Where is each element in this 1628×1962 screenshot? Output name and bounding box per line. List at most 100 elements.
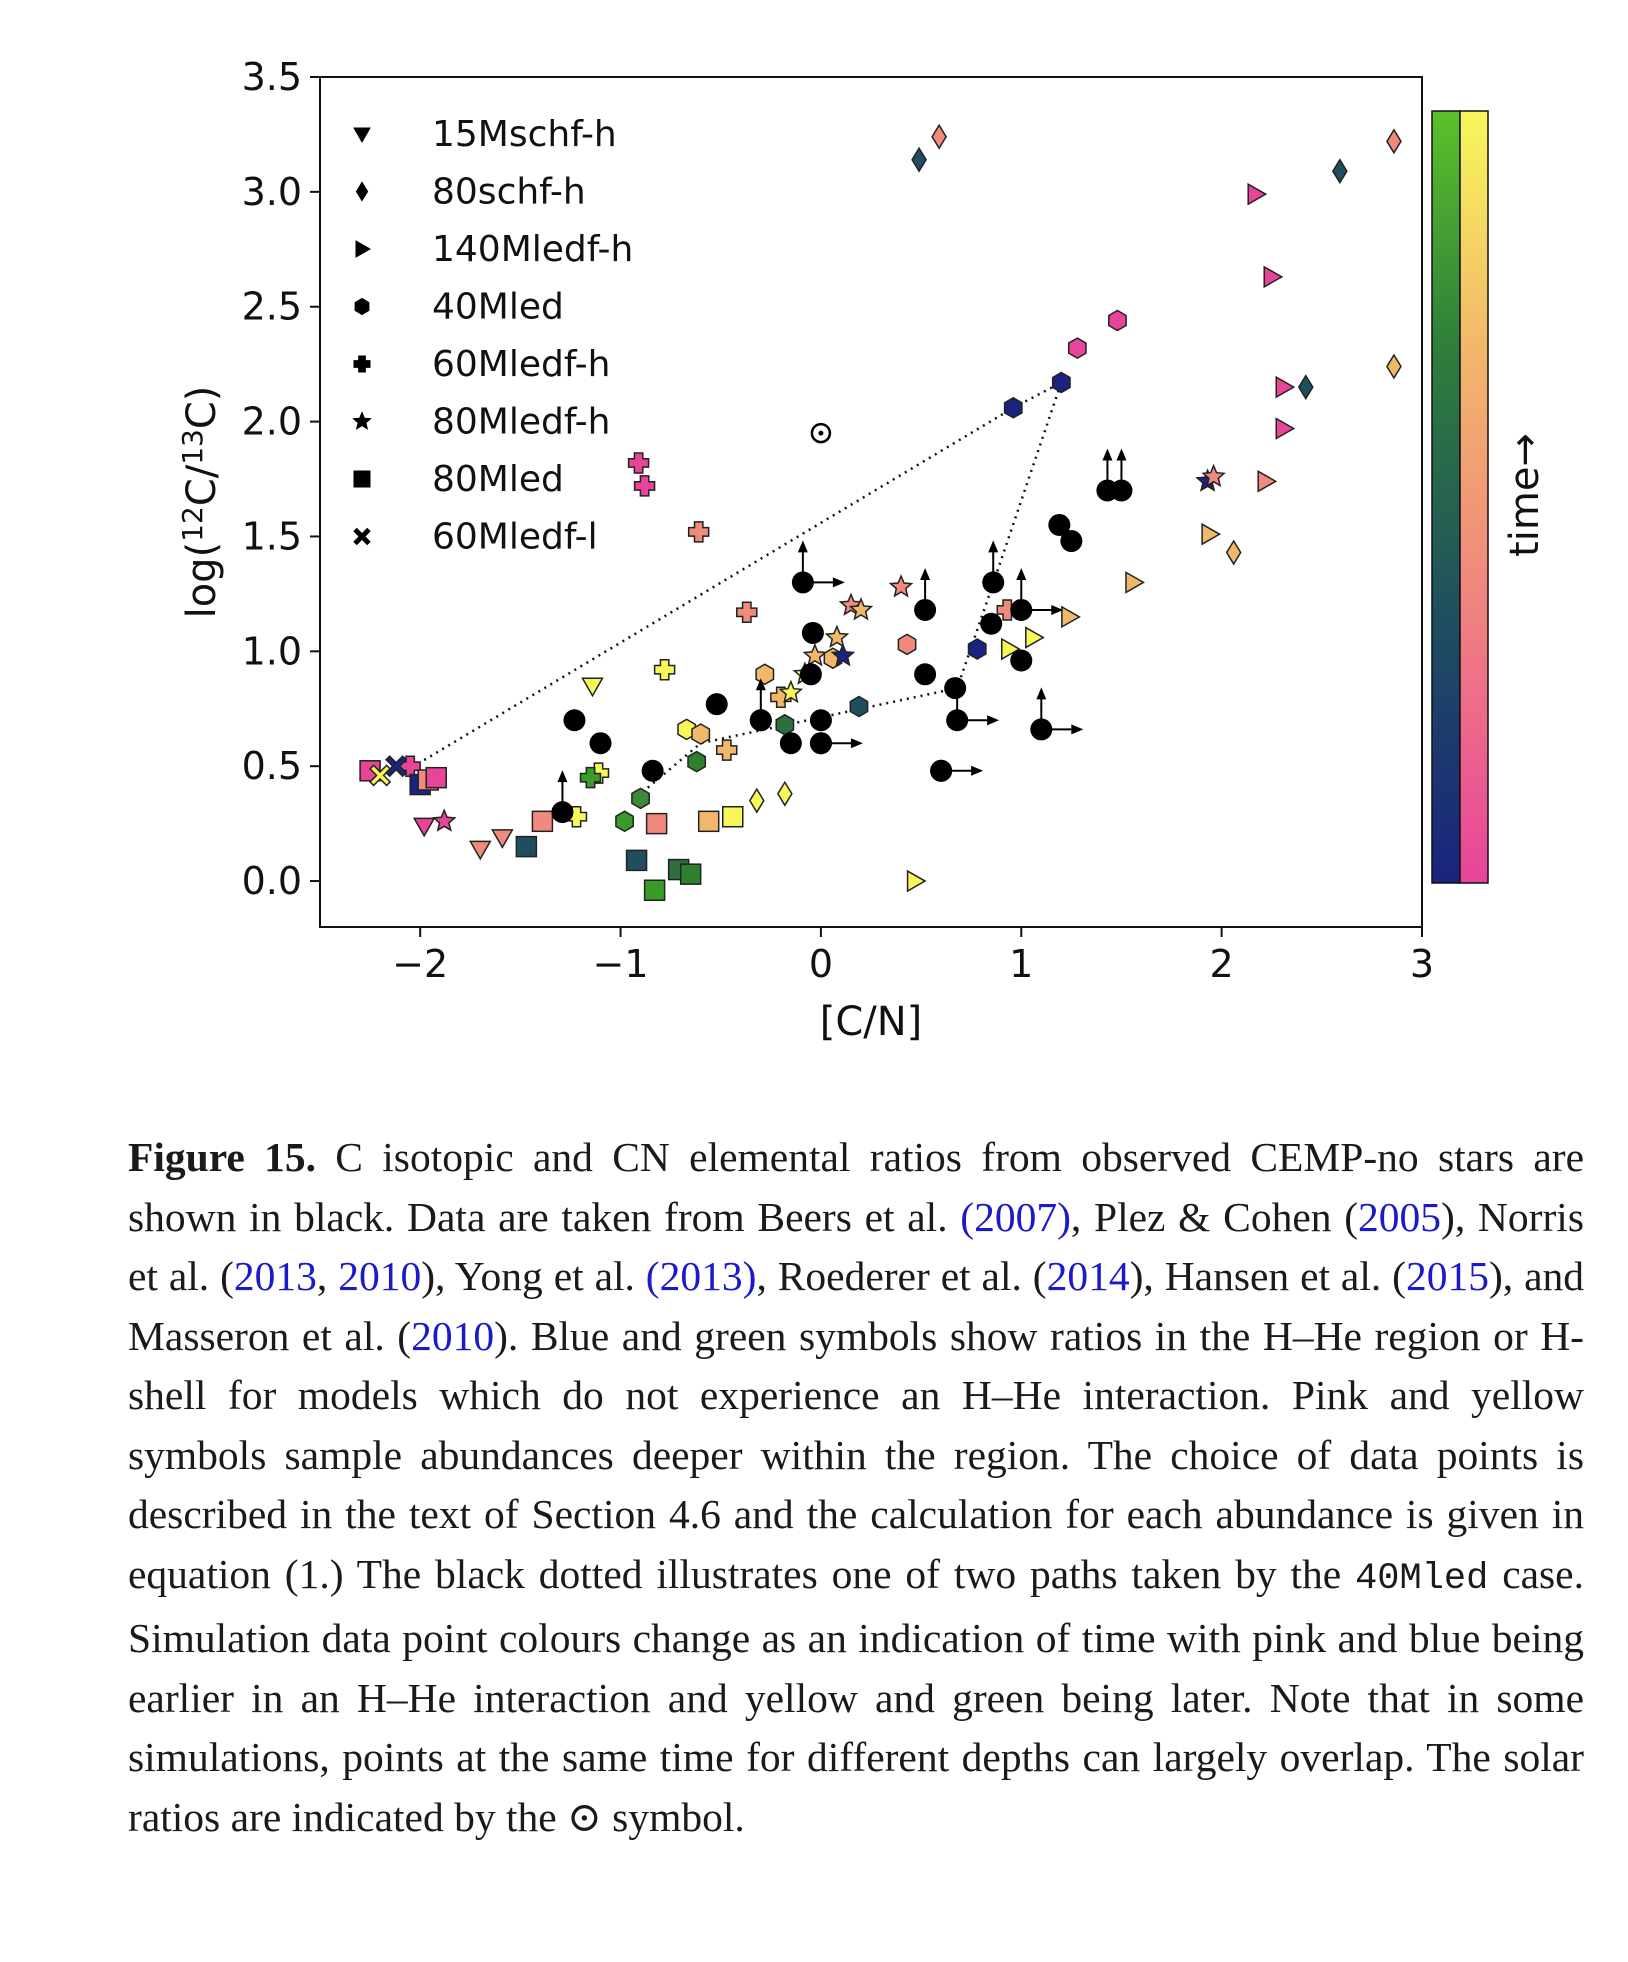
marker-80Mled xyxy=(697,810,720,833)
legend-label: 80Mled xyxy=(432,459,564,500)
limit-arrowhead-up xyxy=(1036,687,1047,700)
marker-140Mledf-h xyxy=(1025,626,1045,649)
caption-text: ), Hansen et al. ( xyxy=(1129,1253,1406,1299)
marker-140Mledf-h xyxy=(1247,182,1268,206)
caption-text: , xyxy=(316,1253,339,1299)
limit-arrowhead-right xyxy=(850,738,863,749)
y-tick-label: 0.0 xyxy=(242,859,302,903)
code-model-name: 40Mled xyxy=(1355,1557,1489,1600)
marker-80Mled xyxy=(425,766,447,789)
limit-arrowhead-up xyxy=(755,678,766,691)
observed-star xyxy=(799,663,822,686)
marker-60Mledf-h xyxy=(736,601,758,624)
legend-label: 15Mschf-h xyxy=(432,114,617,155)
colorbar-pink-yellow xyxy=(1459,110,1489,884)
limit-arrowhead-up xyxy=(952,678,963,691)
y-axis-label: log(12C/13C) xyxy=(176,386,225,619)
legend-marker-60Mledf-l xyxy=(353,527,371,546)
marker-80schf-h xyxy=(1225,539,1242,566)
y-tick-label: 2.0 xyxy=(242,400,302,444)
observed-star xyxy=(563,709,586,732)
citation-link[interactable]: (2007) xyxy=(960,1193,1071,1240)
x-tick-label: 1 xyxy=(1009,942,1033,986)
citation-link[interactable]: 2015 xyxy=(1405,1253,1489,1299)
y-tick-label: 3.5 xyxy=(242,55,302,99)
observed-star xyxy=(779,732,802,755)
marker-80Mled xyxy=(721,805,744,828)
limit-arrowhead-right xyxy=(1071,724,1084,735)
observed-star xyxy=(809,709,832,732)
marker-80Mledf-h xyxy=(431,808,457,832)
caption-text: C isotopic and CN elemental ratios from … xyxy=(128,1134,1584,1240)
marker-80schf-h xyxy=(1386,353,1402,380)
citation-link[interactable]: 2010 xyxy=(338,1253,422,1299)
limit-arrowhead-up xyxy=(1116,448,1127,461)
caption-text: , Roederer et al. ( xyxy=(756,1253,1047,1299)
caption-text: ), Norris et al. ( xyxy=(128,1193,1584,1300)
legend-marker-80Mledf-h xyxy=(352,411,372,430)
limit-arrowhead-right xyxy=(987,715,1000,726)
citation-link[interactable]: 2010 xyxy=(411,1312,495,1359)
legend-marker-80Mled xyxy=(353,470,371,488)
citation-link[interactable]: 2013 xyxy=(233,1253,317,1299)
marker-80Mled xyxy=(645,812,668,835)
marker-40Mled xyxy=(897,633,917,656)
marker-80Mled xyxy=(359,760,381,782)
marker-80schf-h xyxy=(776,780,793,807)
solar-symbol-dot xyxy=(818,430,824,436)
marker-80schf-h xyxy=(1331,158,1348,185)
legend-label: 80Mledf-h xyxy=(432,402,610,443)
observed-star xyxy=(1010,649,1033,672)
legend-label: 60Mledf-h xyxy=(432,344,610,385)
colorbar: time→ xyxy=(1431,110,1548,884)
marker-40Mled xyxy=(687,750,707,773)
observed-star xyxy=(705,693,728,716)
caption-text: , Plez & Cohen ( xyxy=(1070,1193,1359,1240)
legend: 15Mschf-h 80schf-h 140Mledf-h 40Mled 60Mledf… xyxy=(352,114,633,558)
x-tick-label: 3 xyxy=(1410,942,1434,986)
limit-arrowhead-up xyxy=(797,540,808,553)
scatter-chart: −2 −1 0 1 2 3 0.0 0.5 1.0 1.5 2.0 2.5 3.0 3.5 [C/N] log… xyxy=(176,55,1548,1045)
marker-60Mledf-h xyxy=(633,475,656,497)
marker-140Mledf-h xyxy=(1061,605,1081,629)
marker-80Mledf-h xyxy=(848,597,874,621)
colorbar-blue-green xyxy=(1431,110,1461,884)
marker-15Mschf-h xyxy=(412,817,436,838)
citation-link[interactable]: 2014 xyxy=(1046,1253,1130,1299)
citation-link[interactable]: 2005 xyxy=(1358,1193,1442,1240)
legend-label: 80schf-h xyxy=(432,172,586,213)
marker-80Mled xyxy=(643,879,666,901)
marker-60Mledf-h xyxy=(579,766,602,789)
marker-140Mledf-h xyxy=(1125,571,1145,594)
marker-80Mledf-h xyxy=(830,642,856,667)
marker-60Mledf-h xyxy=(653,658,676,681)
observed-star xyxy=(589,732,612,755)
observed-star xyxy=(1060,530,1083,553)
marker-140Mledf-h xyxy=(1275,375,1296,399)
marker-140Mledf-h xyxy=(1001,637,1021,661)
marker-140Mledf-h xyxy=(1263,265,1284,289)
marker-80Mled xyxy=(531,810,554,833)
x-tick-label: 2 xyxy=(1210,942,1234,986)
legend-marker-80schf-h xyxy=(355,181,369,202)
marker-80Mled xyxy=(515,835,538,858)
marker-15Mschf-h xyxy=(491,829,514,849)
marker-80Mledf-h xyxy=(802,642,828,667)
colorbar-label: time→ xyxy=(1502,433,1548,557)
legend-marker-40Mled xyxy=(354,297,370,316)
x-axis-label: [C/N] xyxy=(820,999,923,1045)
figure-caption: Figure 15. C isotopic and CN elemental r… xyxy=(128,1128,1584,1847)
marker-40Mled xyxy=(849,695,869,718)
citation-link[interactable]: (2013) xyxy=(645,1253,757,1299)
observed-star xyxy=(1048,513,1071,536)
caption-text: case. Simulation data point colours chan… xyxy=(128,1550,1584,1840)
plot-frame xyxy=(319,76,1423,928)
marker-140Mledf-h xyxy=(1275,417,1296,440)
caption-text: ), Yong et al. xyxy=(421,1253,646,1299)
marker-40Mled xyxy=(691,723,711,745)
limit-arrowhead-right xyxy=(832,577,845,588)
marker-80Mled xyxy=(625,849,648,872)
figure-label: Figure 15. xyxy=(128,1134,316,1180)
x-tick-label: 0 xyxy=(809,942,833,986)
marker-40Mled xyxy=(1108,309,1127,332)
